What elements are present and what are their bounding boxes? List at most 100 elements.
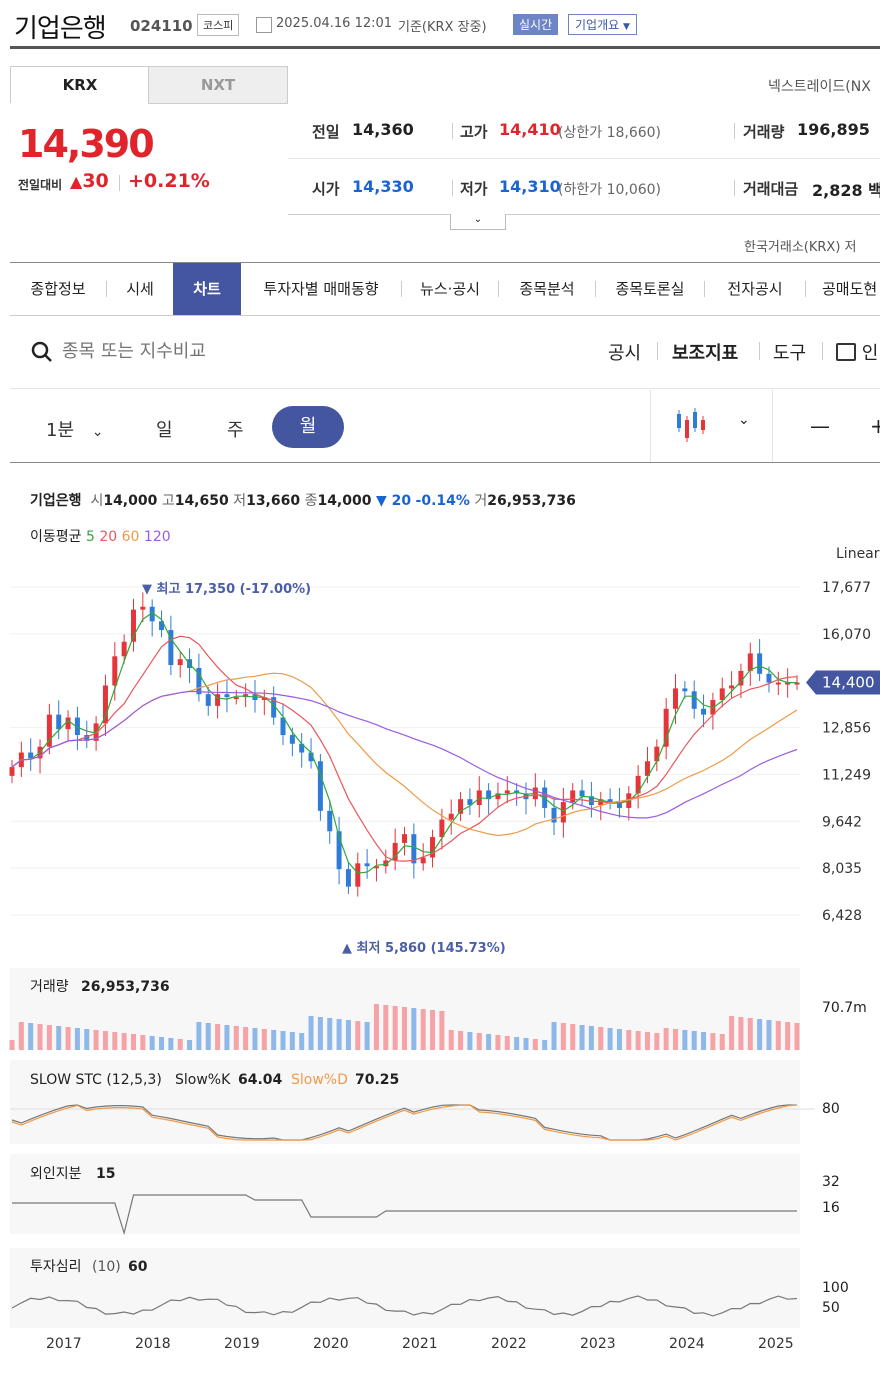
expand-toggle[interactable]: ⌄: [450, 214, 506, 230]
candle-body: [766, 673, 772, 683]
candle-body: [112, 656, 118, 686]
scale-mode-label[interactable]: Linear: [836, 546, 880, 562]
quote-row-divider: [288, 158, 880, 159]
disclosure-button[interactable]: 공시: [608, 343, 642, 364]
psych-line: [11, 1295, 798, 1317]
price-tick-label: 11,249: [822, 767, 871, 783]
ohlc-open: 14,000: [103, 493, 158, 509]
candle-body: [458, 799, 464, 814]
candle-body: [102, 685, 108, 724]
period-day[interactable]: 일: [156, 420, 173, 441]
price-chart[interactable]: 17,677 16,070 12,856 11,249 9,642 8,035 6,428 ▼…: [0, 560, 880, 1390]
period-month[interactable]: 월: [272, 406, 344, 448]
chevron-down-icon[interactable]: ⌄: [738, 412, 750, 428]
volume-value: 196,895: [797, 120, 870, 139]
candle-body: [364, 863, 370, 867]
compare-search-input[interactable]: [60, 336, 324, 366]
volume-bar: [635, 1031, 641, 1050]
volume-label: 거래량: [743, 123, 785, 141]
source-note: 한국거래소(KRX) 저: [744, 240, 857, 255]
ohlc-change: ▼ 20: [375, 493, 412, 509]
tab-short-selling[interactable]: 공매도현: [822, 280, 878, 298]
zoom-in-button[interactable]: +: [870, 414, 880, 438]
volume-bar: [261, 1029, 267, 1050]
upper-limit-label: (상한가: [558, 125, 603, 141]
candle-body: [289, 735, 295, 744]
volume-bar: [289, 1032, 295, 1050]
volume-bar: [93, 1030, 99, 1050]
candle-body: [598, 799, 604, 806]
volume-bar: [215, 1024, 221, 1050]
candlestick-type-icon[interactable]: [674, 408, 710, 444]
tools-button[interactable]: 도구: [773, 343, 807, 364]
change-divider: [119, 175, 120, 191]
candle-body: [719, 688, 725, 701]
volume-bar: [439, 1011, 445, 1050]
candle-body: [579, 790, 585, 797]
year-tick-label: 2019: [224, 1336, 260, 1352]
ma20-line: [11, 635, 798, 862]
tab-analysis[interactable]: 종목분석: [519, 280, 575, 298]
volume-bar: [224, 1025, 230, 1050]
trade-value-label: 거래대금: [743, 180, 799, 198]
volume-bar: [551, 1022, 557, 1050]
foreign-axis-mid: 16: [822, 1200, 840, 1216]
volume-bar: [673, 1029, 679, 1050]
quote-divider: [452, 180, 453, 196]
tab-investor-trading[interactable]: 투자자별 매매동향: [263, 280, 379, 298]
stc-d-label: Slow%D: [291, 1072, 348, 1088]
volume-bar: [18, 1022, 24, 1050]
volume-bar: [299, 1033, 305, 1050]
volume-bar: [252, 1028, 258, 1050]
candle-body: [392, 842, 398, 861]
psych-value: 60: [128, 1259, 148, 1275]
quote-divider: [734, 180, 735, 196]
tab-discussion[interactable]: 종목토론실: [615, 280, 685, 298]
candle-body: [168, 630, 174, 666]
volume-bar: [159, 1037, 165, 1050]
ohlc-open-label: 시: [90, 493, 104, 509]
volume-bar: [317, 1017, 323, 1050]
tab-overview[interactable]: 종합정보: [30, 280, 86, 298]
ohlc-vol-label: 거: [474, 493, 488, 509]
candle-body: [28, 752, 34, 759]
volume-bar: [205, 1023, 211, 1050]
zoom-out-button[interactable]: —: [810, 414, 830, 438]
tab-krx[interactable]: KRX: [10, 66, 150, 103]
change-amount: 30: [82, 170, 109, 192]
nav-divider: [498, 281, 499, 297]
tab-news[interactable]: 뉴스·공시: [420, 280, 480, 298]
volume-bar: [355, 1021, 361, 1050]
search-icon[interactable]: [30, 340, 54, 364]
ma5-legend: 5: [85, 529, 95, 545]
period-week[interactable]: 주: [227, 420, 244, 441]
indicators-button[interactable]: 보조지표: [672, 343, 739, 364]
tab-chart[interactable]: 차트: [173, 263, 241, 315]
tab-disclosure[interactable]: 전자공시: [727, 280, 783, 298]
toolbar-divider: [759, 342, 760, 360]
candle-body: [588, 796, 594, 806]
volume-bar: [56, 1026, 62, 1050]
volume-bar: [691, 1031, 697, 1050]
candle-body: [299, 743, 305, 753]
company-overview-dropdown[interactable]: 기업개요 ▼: [568, 14, 637, 35]
volume-bar: [84, 1029, 90, 1050]
candle-body: [673, 688, 679, 709]
candle-body: [271, 697, 277, 718]
printer-icon: [836, 343, 856, 361]
quote-divider: [734, 123, 735, 139]
volume-bar: [383, 1005, 389, 1050]
candle-body: [747, 653, 753, 671]
period-minute-dropdown[interactable]: 1분 ⌄: [46, 416, 103, 442]
realtime-badge[interactable]: 실시간: [513, 14, 559, 35]
tab-nxt[interactable]: NXT: [148, 66, 288, 104]
volume-bar: [729, 1016, 735, 1050]
tab-quotes[interactable]: 시세: [126, 280, 154, 298]
print-button[interactable]: 인: [836, 339, 878, 365]
candle-body: [327, 810, 333, 832]
period-divider: [650, 390, 651, 462]
volume-bar: [327, 1018, 333, 1050]
volume-bar: [336, 1019, 342, 1050]
volume-bar: [794, 1023, 800, 1050]
volume-bar: [177, 1039, 183, 1050]
